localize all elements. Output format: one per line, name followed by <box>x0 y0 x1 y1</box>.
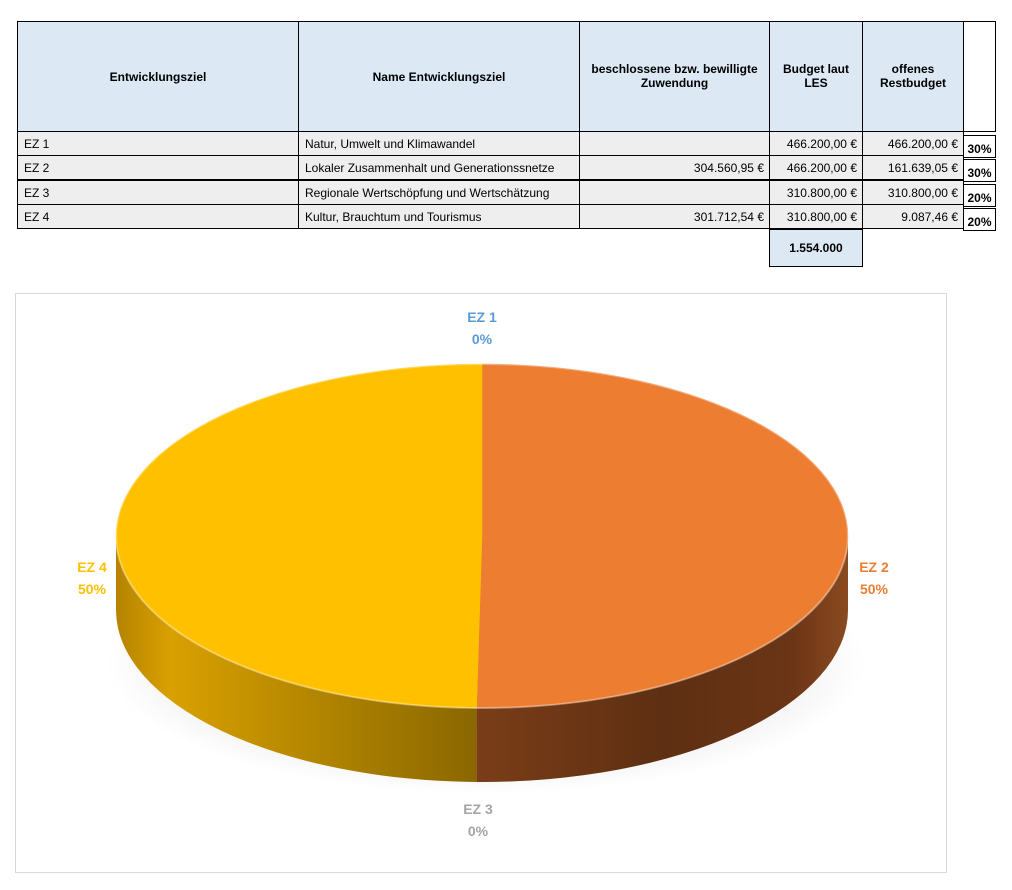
row-restbudget: 161.639,05 € <box>862 155 964 180</box>
pie-slice-ez-4 <box>115 363 483 709</box>
row-zuwendung <box>579 180 770 205</box>
row-restbudget: 310.800,00 € <box>862 180 964 205</box>
header-budget-les: Budget laut LES <box>769 21 863 132</box>
pie-percent-ez-1: 0% <box>472 331 493 347</box>
pie-percent-ez-2: 50% <box>860 581 889 597</box>
pie-rim-highlight <box>115 363 849 709</box>
row-percent: 20% <box>963 184 996 207</box>
row-ez-name: Lokaler Zusammenhalt und Generationssnet… <box>298 155 580 180</box>
pie-label-ez-3: EZ 3 <box>463 801 493 817</box>
row-restbudget: 9.087,46 € <box>862 204 964 229</box>
row-zuwendung: 301.712,54 € <box>579 204 770 229</box>
pie-percent-ez-4: 50% <box>78 581 107 597</box>
row-ez-code: EZ 1 <box>17 131 299 156</box>
pie-chart-svg: EZ 1 0% EZ 2 50% EZ 3 0% EZ 4 50% <box>77 309 889 839</box>
row-budget: 466.200,00 € <box>769 155 863 180</box>
row-ez-name: Kultur, Brauchtum und Tourismus <box>298 204 580 229</box>
row-ez-code: EZ 3 <box>17 180 299 205</box>
pie-chart: EZ 1 0% EZ 2 50% EZ 3 0% EZ 4 50% <box>15 293 947 873</box>
row-zuwendung <box>579 131 770 156</box>
row-budget: 310.800,00 € <box>769 180 863 205</box>
pie-label-ez-4: EZ 4 <box>77 559 107 575</box>
pie-percent-ez-3: 0% <box>468 823 489 839</box>
header-restbudget: offenes Restbudget <box>862 21 964 132</box>
pie-label-ez-1: EZ 1 <box>467 309 497 325</box>
pie-slice-ez-2 <box>476 363 849 709</box>
header-zuwendung: beschlossene bzw. bewilligte Zuwendung <box>579 21 770 132</box>
row-budget: 310.800,00 € <box>769 204 863 229</box>
row-restbudget: 466.200,00 € <box>862 131 964 156</box>
pie-slice-side-ez-2 <box>476 536 848 782</box>
row-ez-code: EZ 4 <box>17 204 299 229</box>
row-percent: 30% <box>963 135 996 158</box>
pie-label-ez-2: EZ 2 <box>859 559 889 575</box>
row-percent: 20% <box>963 208 996 231</box>
header-entwicklungsziel: Entwicklungsziel <box>17 21 299 132</box>
header-percent-empty <box>963 21 996 132</box>
total-budget: 1.554.000 <box>769 229 863 267</box>
pie-slice-side-ez-4 <box>116 536 477 782</box>
row-percent: 30% <box>963 159 996 182</box>
header-name-entwicklungsziel: Name Entwicklungsziel <box>298 21 580 132</box>
row-ez-code: EZ 2 <box>17 155 299 180</box>
row-ez-name: Regionale Wertschöpfung und Wertschätzun… <box>298 180 580 205</box>
row-budget: 466.200,00 € <box>769 131 863 156</box>
row-zuwendung: 304.560,95 € <box>579 155 770 180</box>
row-ez-name: Natur, Umwelt und Klimawandel <box>298 131 580 156</box>
